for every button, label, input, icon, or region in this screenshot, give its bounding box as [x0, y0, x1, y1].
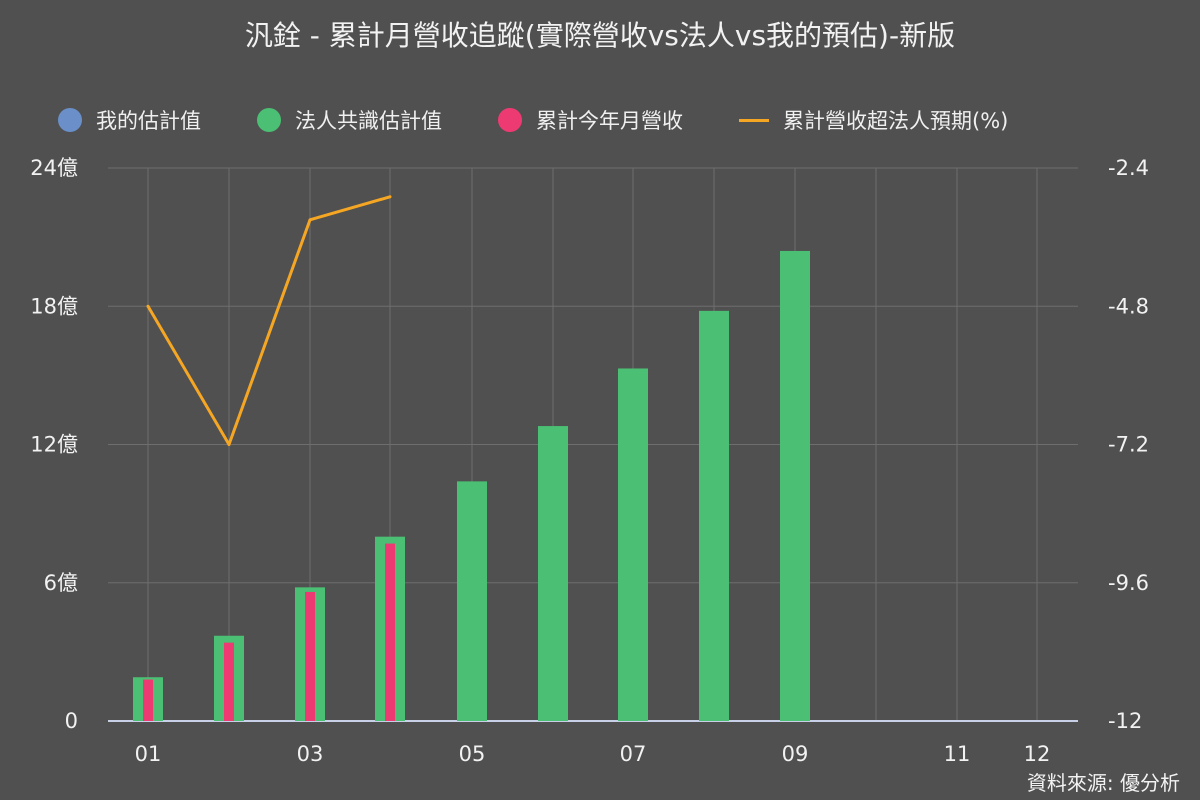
y-left-tick-label: 12億: [30, 433, 78, 457]
bar-cumulative-revenue: [305, 591, 315, 721]
legend-swatch-my-estimate: [58, 108, 82, 132]
point-exceed-pct: [388, 195, 392, 199]
legend-item-exceed-pct[interactable]: 累計營收超法人預期(%): [739, 105, 1008, 135]
legend-label-consensus: 法人共識估計值: [295, 109, 442, 133]
legend-item-consensus[interactable]: 法人共識估計值: [257, 105, 442, 135]
x-tick-label: 12: [1024, 742, 1051, 766]
line-exceed-pct: [146, 195, 391, 446]
bar-cumulative-revenue: [385, 543, 395, 721]
chart-title: 汎銓 - 累計月營收追蹤(實際營收vs法人vs我的預估)-新版: [244, 19, 956, 52]
y-right-tick-label: -7.2: [1108, 433, 1149, 457]
y-left-tick-label: 6億: [44, 571, 78, 595]
y-left-tick-label: 0: [65, 709, 78, 733]
x-tick-label: 05: [459, 742, 486, 766]
legend-label-cumulative-revenue: 累計今年月營收: [536, 109, 683, 133]
bar-consensus: [538, 426, 568, 721]
legend-swatch-exceed-pct: [739, 118, 769, 122]
x-tick-label: 01: [135, 742, 162, 766]
point-exceed-pct: [146, 304, 150, 308]
x-tick-label: 07: [620, 742, 647, 766]
bar-consensus: [457, 481, 487, 721]
legend-item-my-estimate[interactable]: 我的估計值: [58, 105, 201, 135]
point-exceed-pct: [227, 443, 231, 446]
x-tick-label: 11: [944, 742, 971, 766]
legend-item-cumulative-revenue[interactable]: 累計今年月營收: [498, 105, 683, 135]
bar-consensus: [780, 250, 810, 721]
point-exceed-pct: [308, 218, 312, 222]
y-right-tick-label: -4.8: [1108, 294, 1149, 318]
bar-cumulative-revenue: [224, 642, 234, 721]
legend-label-my-estimate: 我的估計值: [96, 109, 201, 133]
bar-consensus: [618, 368, 648, 721]
y-right-tick-label: -9.6: [1108, 571, 1149, 595]
bar-cumulative-revenue: [143, 679, 153, 721]
x-tick-label: 03: [297, 742, 324, 766]
legend-swatch-consensus: [257, 108, 281, 132]
legend-swatch-cumulative-revenue: [498, 108, 522, 132]
data-source-note: 資料來源: 優分析: [1026, 771, 1180, 795]
x-tick-label: 09: [782, 742, 809, 766]
legend-label-exceed-pct: 累計營收超法人預期(%): [783, 109, 1009, 133]
y-right-tick-label: -2.4: [1108, 156, 1149, 180]
y-right-tick-label: -12: [1108, 709, 1142, 733]
bar-consensus: [699, 310, 729, 721]
y-left-tick-label: 24億: [30, 156, 78, 180]
y-left-tick-label: 18億: [30, 294, 78, 318]
legend: 我的估計值 法人共識估計值 累計今年月營收 累計營收超法人預期(%): [58, 104, 1064, 136]
